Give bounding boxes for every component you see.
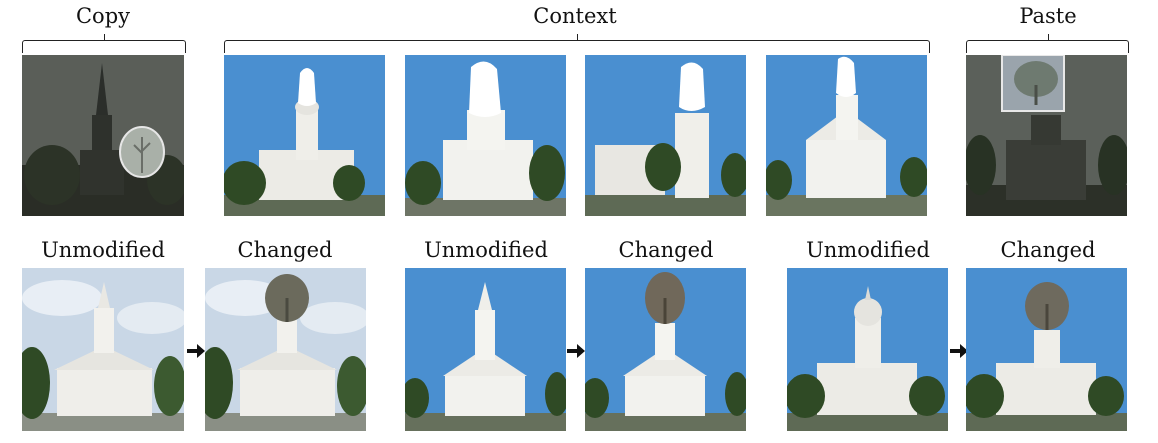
context-image-2 [405, 55, 566, 216]
arrow-icon-2 [567, 343, 585, 358]
paste-label: Paste [1019, 4, 1077, 28]
context-image-3 [585, 55, 746, 216]
copy-brace [22, 34, 186, 53]
unmodified-label-3: Unmodified [806, 238, 930, 262]
arrow-icon-1 [187, 343, 205, 358]
unmodified-image-2 [405, 268, 566, 431]
unmodified-image-1 [22, 268, 184, 431]
context-image-4 [766, 55, 927, 216]
unmodified-image-3 [787, 268, 948, 431]
context-image-1 [224, 55, 385, 216]
unmodified-label-1: Unmodified [41, 238, 165, 262]
copy-label: Copy [75, 4, 131, 28]
context-label: Context [533, 4, 617, 28]
paste-brace [966, 34, 1129, 53]
changed-image-3 [966, 268, 1127, 431]
changed-image-2 [585, 268, 746, 431]
changed-label-2: Changed [618, 238, 714, 262]
unmodified-label-2: Unmodified [424, 238, 548, 262]
context-brace [224, 34, 930, 53]
arrow-icon-3 [950, 343, 968, 358]
paste-image [966, 55, 1127, 216]
changed-label-3: Changed [1000, 238, 1096, 262]
changed-image-1 [205, 268, 366, 431]
copy-image [22, 55, 184, 216]
changed-label-1: Changed [237, 238, 333, 262]
